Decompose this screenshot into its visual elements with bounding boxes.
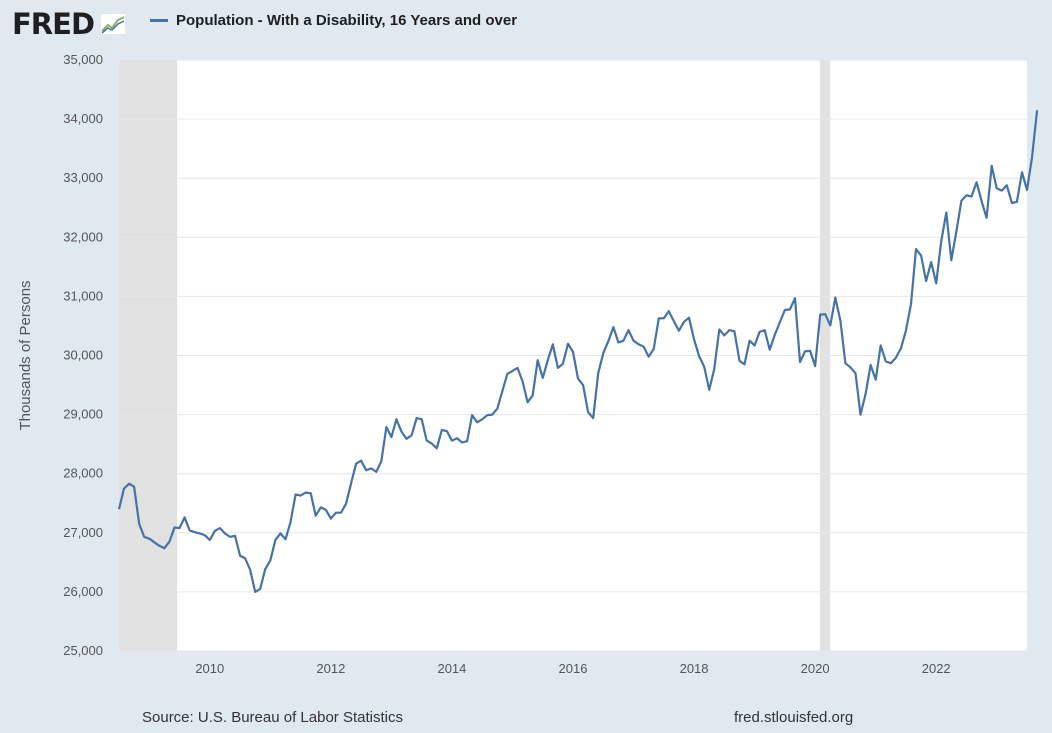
x-tick-label: 2010 [195, 661, 224, 676]
y-axis-ticks: 25,000 26,000 27,000 28,000 29,000 30,000 31,0… [63, 52, 103, 658]
y-tick-label: 25,000 [63, 643, 103, 658]
legend-swatch [150, 19, 168, 22]
source-note: Source: U.S. Bureau of Labor Statistics [142, 709, 403, 726]
x-tick-label: 2016 [559, 661, 588, 676]
y-tick-label: 30,000 [63, 348, 103, 363]
y-tick-label: 35,000 [63, 52, 103, 67]
y-tick-label: 29,000 [63, 407, 103, 422]
x-tick-label: 2022 [922, 661, 951, 676]
gridlines [119, 59, 1027, 652]
y-tick-label: 31,000 [63, 288, 103, 303]
fred-graph-icon [100, 13, 127, 35]
y-tick-label: 28,000 [63, 466, 103, 481]
y-tick-label: 32,000 [63, 229, 103, 244]
y-tick-label: 26,000 [63, 584, 103, 599]
chart-legend: Population - With a Disability, 16 Years… [150, 12, 517, 29]
y-axis-title: Thousands of Persons [17, 280, 34, 430]
x-tick-label: 2014 [437, 661, 466, 676]
site-link[interactable]: fred.stlouisfed.org [734, 709, 854, 726]
legend-label: Population - With a Disability, 16 Years… [176, 12, 518, 29]
y-tick-label: 27,000 [63, 525, 103, 540]
x-axis-ticks: 2010 2012 2014 2016 2018 2020 2022 [195, 661, 950, 676]
x-tick-label: 2018 [680, 661, 709, 676]
x-tick-label: 2020 [801, 661, 830, 676]
x-tick-label: 2012 [316, 661, 345, 676]
series-line[interactable] [117, 110, 1039, 593]
y-tick-label: 34,000 [63, 111, 103, 126]
y-tick-label: 33,000 [63, 170, 103, 185]
fred-logo[interactable]: FRED [12, 6, 95, 41]
header: FRED [12, 6, 127, 42]
